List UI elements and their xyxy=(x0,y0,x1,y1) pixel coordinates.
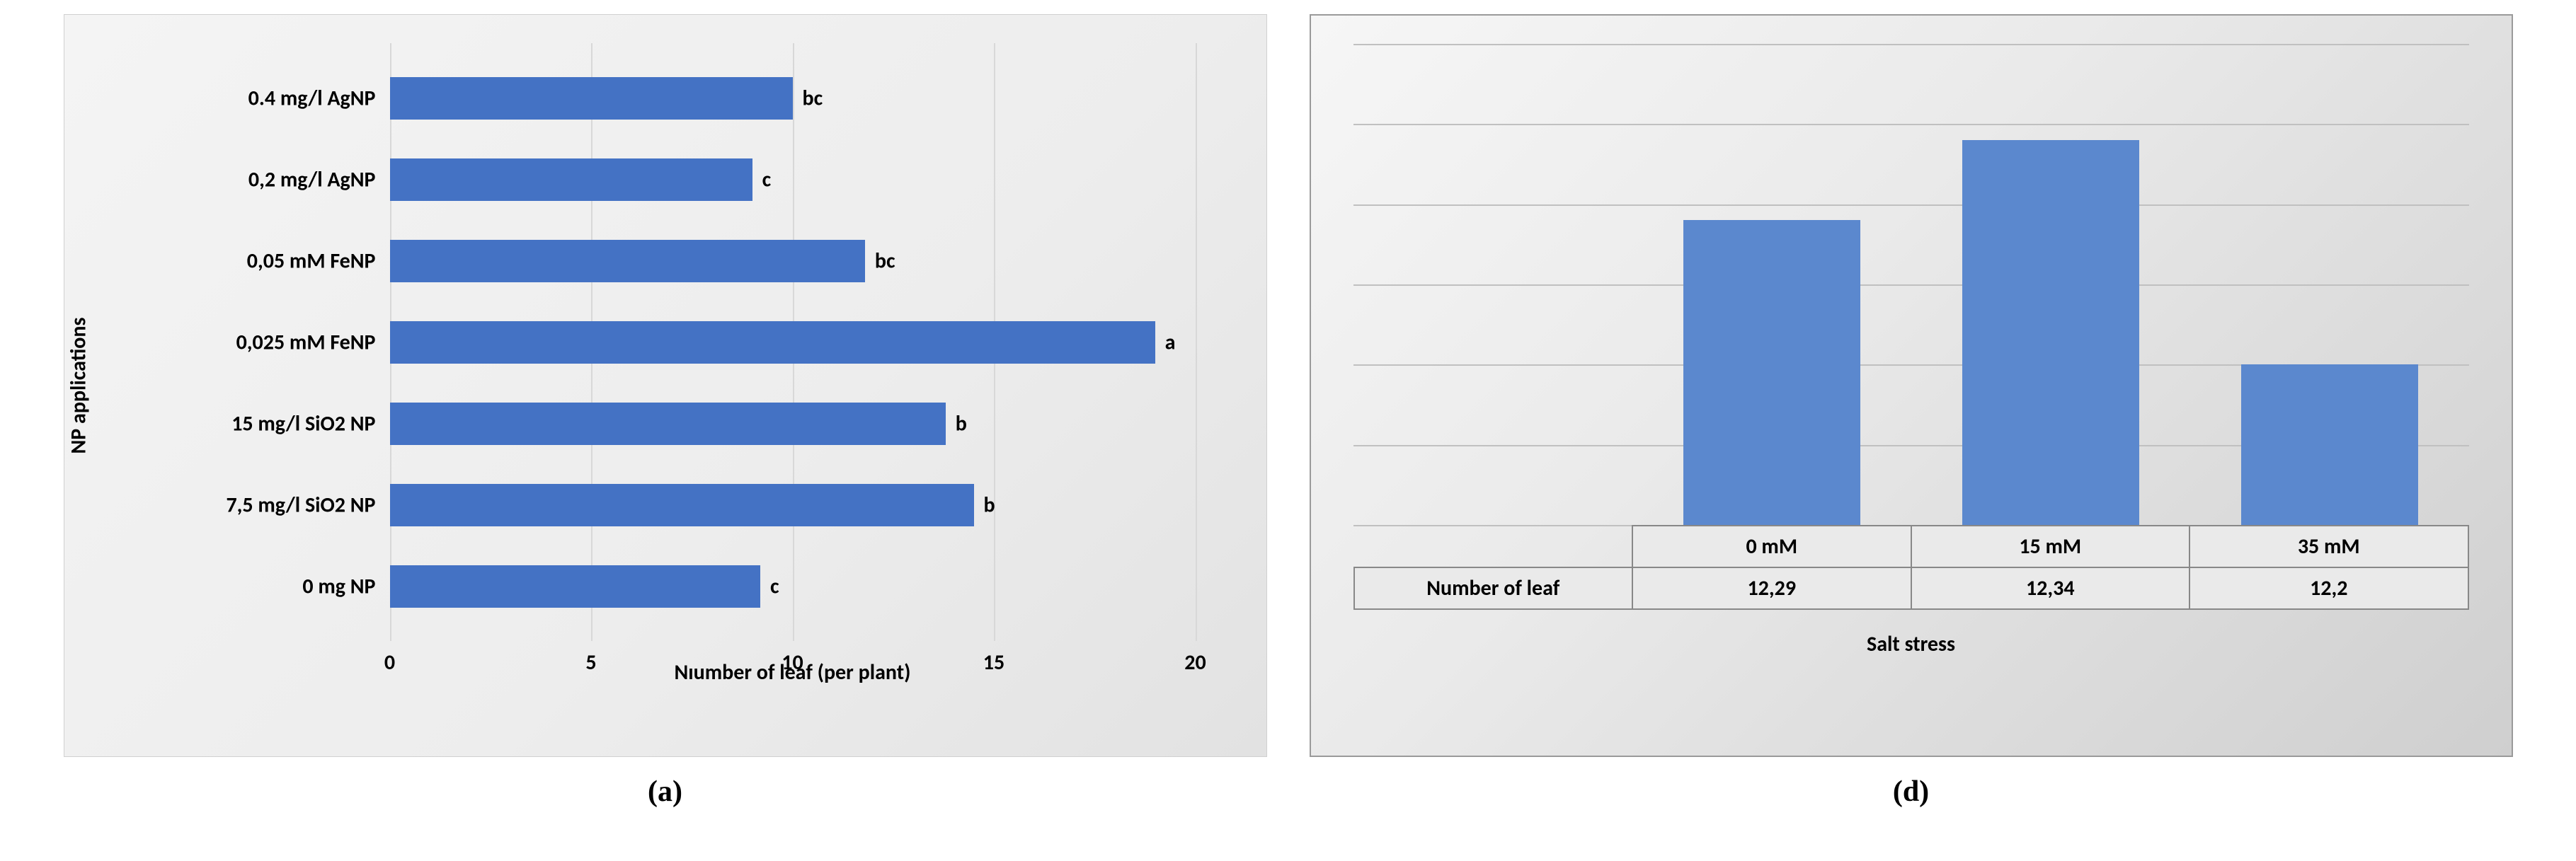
table-header-cell: 15 mM xyxy=(1911,526,2190,567)
significance-letter: b xyxy=(984,492,995,518)
bar xyxy=(390,565,760,608)
bar-row: 7,5 mg/l SiO2 NPb xyxy=(390,464,1196,545)
caption-a: (a) xyxy=(648,775,682,809)
bar xyxy=(390,240,865,282)
chart-d-table: 0 mM15 mM35 mM Number of leaf12,2912,3412… xyxy=(1353,525,2469,610)
table-cell: 12,29 xyxy=(1632,567,1911,609)
significance-letter: c xyxy=(770,573,779,599)
gridline xyxy=(1353,44,2469,45)
category-label: 0,2 mg/l AgNP xyxy=(107,166,376,192)
bar xyxy=(390,403,946,445)
panel-d: 0 mM15 mM35 mM Number of leaf12,2912,3412… xyxy=(1310,14,2513,809)
bar xyxy=(1683,220,1860,525)
table-row-header: Number of leaf xyxy=(1354,567,1633,609)
chart-a-xlabel: Nıumber of leaf (per plant) xyxy=(390,659,1196,686)
gridline xyxy=(1353,204,2469,206)
table-header-cell: 0 mM xyxy=(1632,526,1911,567)
significance-letter: bc xyxy=(875,248,895,274)
table-cell: 12,34 xyxy=(1911,567,2190,609)
gridline xyxy=(1196,43,1197,641)
category-label: 0 mg NP xyxy=(107,573,376,599)
gridline xyxy=(1353,284,2469,286)
chart-a: NP applications 051015200.4 mg/l AgNPbc0… xyxy=(64,14,1267,757)
category-label: 0,05 mM FeNP xyxy=(107,248,376,274)
chart-d-xlabel: Salt stress xyxy=(1353,631,2469,657)
significance-letter: a xyxy=(1165,329,1176,355)
bar-row: 0,025 mM FeNPa xyxy=(390,301,1196,383)
bar xyxy=(2241,364,2418,525)
chart-a-plot: 051015200.4 mg/l AgNPbc0,2 mg/l AgNPc0,0… xyxy=(390,43,1196,641)
significance-letter: b xyxy=(956,410,967,437)
bar xyxy=(390,158,752,201)
bar xyxy=(1962,140,2139,525)
significance-letter: c xyxy=(762,166,772,192)
category-label: 0,025 mM FeNP xyxy=(107,329,376,355)
table-cell: 12,2 xyxy=(2189,567,2468,609)
gridline xyxy=(1353,124,2469,125)
bar-row: 0.4 mg/l AgNPbc xyxy=(390,57,1196,139)
category-label: 0.4 mg/l AgNP xyxy=(107,85,376,111)
bar-row: 0,2 mg/l AgNPc xyxy=(390,139,1196,220)
bar xyxy=(390,321,1155,364)
chart-a-ylabel: NP applications xyxy=(65,318,91,454)
bar xyxy=(390,77,793,120)
significance-letter: bc xyxy=(803,85,823,111)
bar-row: 15 mg/l SiO2 NPb xyxy=(390,383,1196,464)
bar xyxy=(390,484,974,526)
caption-d: (d) xyxy=(1893,775,1929,809)
chart-d-plot xyxy=(1353,44,2469,525)
category-label: 7,5 mg/l SiO2 NP xyxy=(107,492,376,518)
panel-a: NP applications 051015200.4 mg/l AgNPbc0… xyxy=(64,14,1267,809)
table-header-cell: 35 mM xyxy=(2189,526,2468,567)
table-blank xyxy=(1354,526,1633,567)
bar-row: 0 mg NPc xyxy=(390,545,1196,627)
bar-row: 0,05 mM FeNPbc xyxy=(390,220,1196,301)
category-label: 15 mg/l SiO2 NP xyxy=(107,410,376,437)
chart-d: 0 mM15 mM35 mM Number of leaf12,2912,3412… xyxy=(1310,14,2513,757)
